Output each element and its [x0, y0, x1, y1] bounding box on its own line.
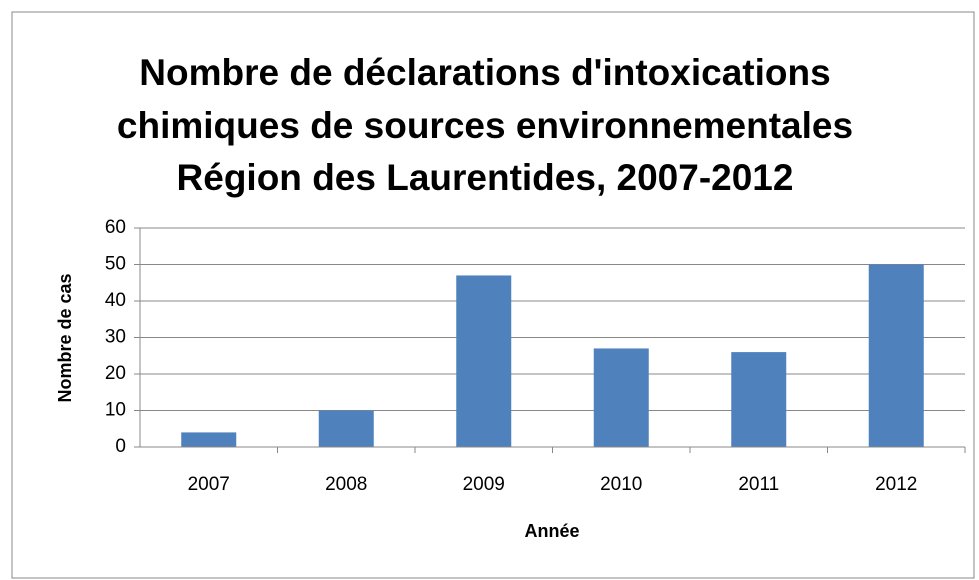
x-tick-label: 2009	[463, 474, 505, 495]
x-axis-title: Année	[524, 521, 579, 541]
bar	[731, 352, 787, 447]
chart-title: chimiques de sources environnementales	[117, 105, 853, 146]
y-tick-label: 20	[105, 363, 126, 384]
bar	[318, 410, 374, 447]
x-tick-label: 2007	[188, 474, 230, 495]
y-axis-title: Nombre de cas	[55, 273, 75, 402]
chart-title: Région des Laurentides, 2007-2012	[177, 157, 794, 198]
y-tick-label: 30	[105, 327, 126, 348]
x-tick-label: 2012	[875, 474, 917, 495]
bar	[868, 264, 924, 447]
y-tick-label: 60	[105, 217, 126, 238]
bar	[593, 348, 649, 447]
x-tick-label: 2008	[325, 474, 367, 495]
x-tick-label: 2010	[600, 474, 642, 495]
bar	[181, 432, 237, 447]
bar	[456, 275, 512, 447]
y-tick-label: 0	[115, 436, 126, 457]
y-tick-label: 50	[105, 254, 126, 275]
x-tick-label: 2011	[738, 474, 779, 495]
y-tick-label: 10	[105, 400, 126, 421]
chart-title: Nombre de déclarations d'intoxications	[139, 52, 830, 93]
y-tick-label: 40	[105, 290, 126, 311]
